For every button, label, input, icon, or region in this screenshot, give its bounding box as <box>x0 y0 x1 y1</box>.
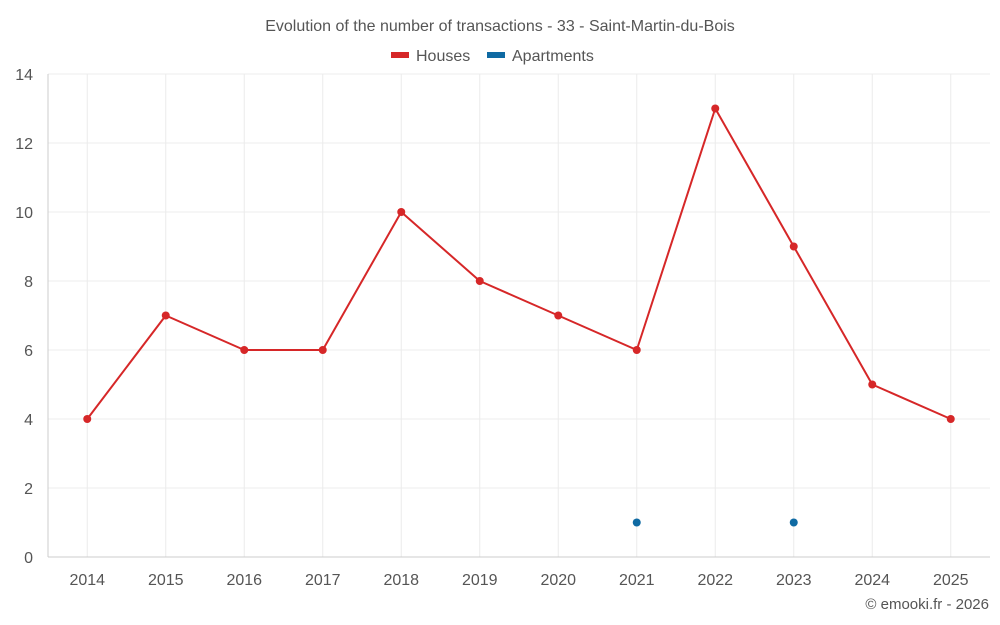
y-tick-label: 2 <box>24 481 33 498</box>
legend-label-houses: Houses <box>416 48 470 65</box>
x-tick-label: 2015 <box>148 572 184 589</box>
legend-item-houses[interactable]: Houses <box>391 48 470 65</box>
data-point-houses-2014[interactable] <box>83 415 92 423</box>
series-apartments <box>632 518 798 527</box>
x-tick-label: 2024 <box>854 572 890 589</box>
x-tick-label: 2021 <box>619 572 655 589</box>
credit-text: © emooki.fr - 2026 <box>865 596 989 613</box>
data-point-houses-2021[interactable] <box>632 346 641 354</box>
x-tick-label: 2023 <box>776 572 812 589</box>
series <box>83 104 955 527</box>
legend: Houses Apartments <box>391 48 594 65</box>
x-tick-label: 2022 <box>697 572 733 589</box>
x-tick-label: 2018 <box>383 572 419 589</box>
y-tick-label: 4 <box>24 412 33 429</box>
data-point-houses-2023[interactable] <box>789 242 798 251</box>
x-tick-label: 2016 <box>226 572 262 589</box>
y-tick-label: 14 <box>15 67 33 84</box>
chart-title: Evolution of the number of transactions … <box>265 18 735 35</box>
data-point-houses-2024[interactable] <box>868 380 877 389</box>
data-point-houses-2025[interactable] <box>946 415 955 423</box>
data-point-houses-2015[interactable] <box>161 311 170 320</box>
x-tick-label: 2020 <box>540 572 576 589</box>
axes: 0 2 4 6 8 10 12 14 2014 2015 2016 2017 2018 2019 2020 2… <box>15 67 990 589</box>
legend-item-apartments[interactable]: Apartments <box>487 48 594 65</box>
legend-swatch-apartments <box>487 52 505 58</box>
data-point-houses-2019[interactable] <box>475 277 484 285</box>
data-point-houses-2022[interactable] <box>711 104 720 113</box>
series-line-houses <box>86 107 952 420</box>
y-tick-label: 6 <box>24 343 33 360</box>
x-tick-label: 2017 <box>305 572 341 589</box>
y-tick-label: 8 <box>24 274 33 291</box>
data-point-houses-2020[interactable] <box>554 311 563 320</box>
data-point-apartments-2021[interactable] <box>632 518 641 527</box>
data-point-houses-2016[interactable] <box>240 346 249 354</box>
legend-label-apartments: Apartments <box>512 48 594 65</box>
data-point-apartments-2023[interactable] <box>789 518 798 527</box>
y-tick-label: 0 <box>24 550 33 567</box>
y-tick-label: 12 <box>15 136 33 153</box>
data-point-houses-2018[interactable] <box>397 208 406 216</box>
x-tick-label: 2014 <box>69 572 105 589</box>
y-tick-label: 10 <box>15 205 33 222</box>
series-houses <box>83 104 955 423</box>
x-tick-label: 2019 <box>462 572 498 589</box>
grid <box>48 73 990 557</box>
legend-swatch-houses <box>391 52 409 58</box>
data-point-houses-2017[interactable] <box>318 346 327 354</box>
x-tick-label: 2025 <box>933 572 969 589</box>
